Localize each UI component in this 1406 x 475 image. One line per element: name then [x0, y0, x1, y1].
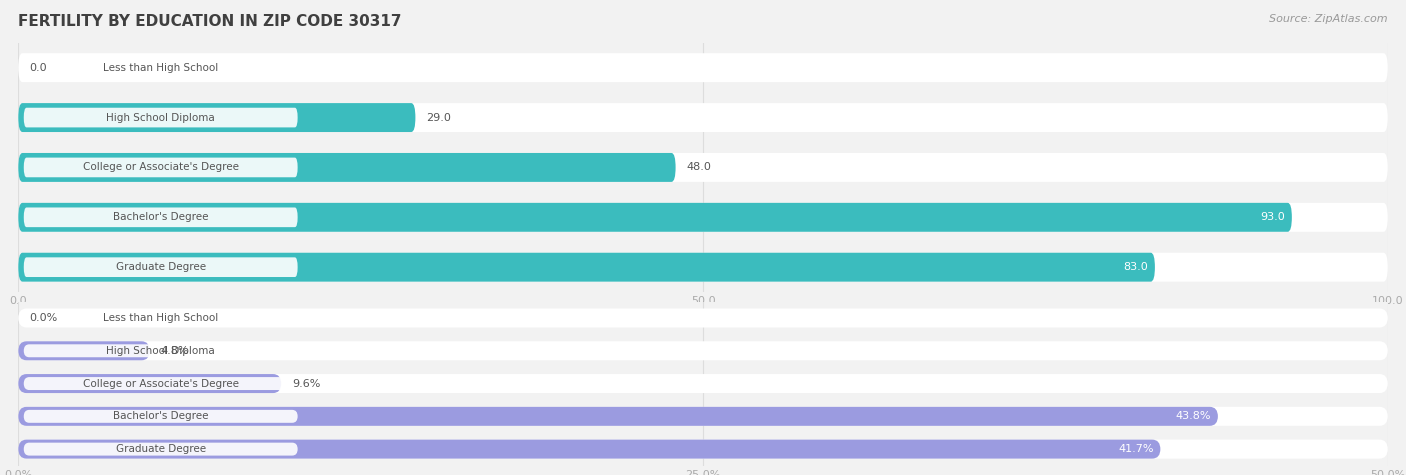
FancyBboxPatch shape [18, 203, 1292, 232]
FancyBboxPatch shape [18, 341, 1388, 361]
FancyBboxPatch shape [18, 253, 1154, 282]
Text: Bachelor's Degree: Bachelor's Degree [112, 212, 208, 222]
Text: 29.0: 29.0 [426, 113, 451, 123]
FancyBboxPatch shape [18, 407, 1388, 426]
Text: 4.8%: 4.8% [160, 346, 190, 356]
Text: High School Diploma: High School Diploma [107, 113, 215, 123]
Text: 93.0: 93.0 [1260, 212, 1285, 222]
FancyBboxPatch shape [24, 443, 298, 456]
Text: Bachelor's Degree: Bachelor's Degree [112, 411, 208, 421]
FancyBboxPatch shape [18, 439, 1160, 459]
FancyBboxPatch shape [18, 153, 1388, 182]
Text: 0.0%: 0.0% [30, 313, 58, 323]
Text: Less than High School: Less than High School [103, 63, 218, 73]
Text: 43.8%: 43.8% [1175, 411, 1211, 421]
FancyBboxPatch shape [18, 308, 1388, 328]
Text: High School Diploma: High School Diploma [107, 346, 215, 356]
FancyBboxPatch shape [18, 103, 1388, 132]
FancyBboxPatch shape [18, 203, 1388, 232]
Text: 0.0: 0.0 [30, 63, 46, 73]
FancyBboxPatch shape [18, 341, 150, 361]
FancyBboxPatch shape [24, 410, 298, 423]
FancyBboxPatch shape [24, 108, 298, 127]
FancyBboxPatch shape [18, 253, 1388, 282]
FancyBboxPatch shape [18, 374, 281, 393]
Text: 41.7%: 41.7% [1118, 444, 1153, 454]
Text: Graduate Degree: Graduate Degree [115, 262, 205, 272]
FancyBboxPatch shape [24, 257, 298, 277]
Text: Less than High School: Less than High School [103, 313, 218, 323]
FancyBboxPatch shape [18, 103, 415, 132]
FancyBboxPatch shape [24, 158, 298, 177]
FancyBboxPatch shape [24, 377, 298, 390]
Text: 9.6%: 9.6% [292, 379, 321, 389]
FancyBboxPatch shape [18, 374, 1388, 393]
FancyBboxPatch shape [24, 58, 298, 77]
Text: 83.0: 83.0 [1123, 262, 1149, 272]
FancyBboxPatch shape [24, 208, 298, 227]
FancyBboxPatch shape [18, 407, 1218, 426]
Text: 48.0: 48.0 [686, 162, 711, 172]
FancyBboxPatch shape [18, 153, 676, 182]
Text: College or Associate's Degree: College or Associate's Degree [83, 162, 239, 172]
FancyBboxPatch shape [18, 53, 1388, 82]
FancyBboxPatch shape [24, 312, 298, 324]
Text: Source: ZipAtlas.com: Source: ZipAtlas.com [1270, 14, 1388, 24]
FancyBboxPatch shape [24, 344, 298, 357]
Text: Graduate Degree: Graduate Degree [115, 444, 205, 454]
Text: FERTILITY BY EDUCATION IN ZIP CODE 30317: FERTILITY BY EDUCATION IN ZIP CODE 30317 [18, 14, 402, 29]
Text: College or Associate's Degree: College or Associate's Degree [83, 379, 239, 389]
FancyBboxPatch shape [18, 439, 1388, 459]
